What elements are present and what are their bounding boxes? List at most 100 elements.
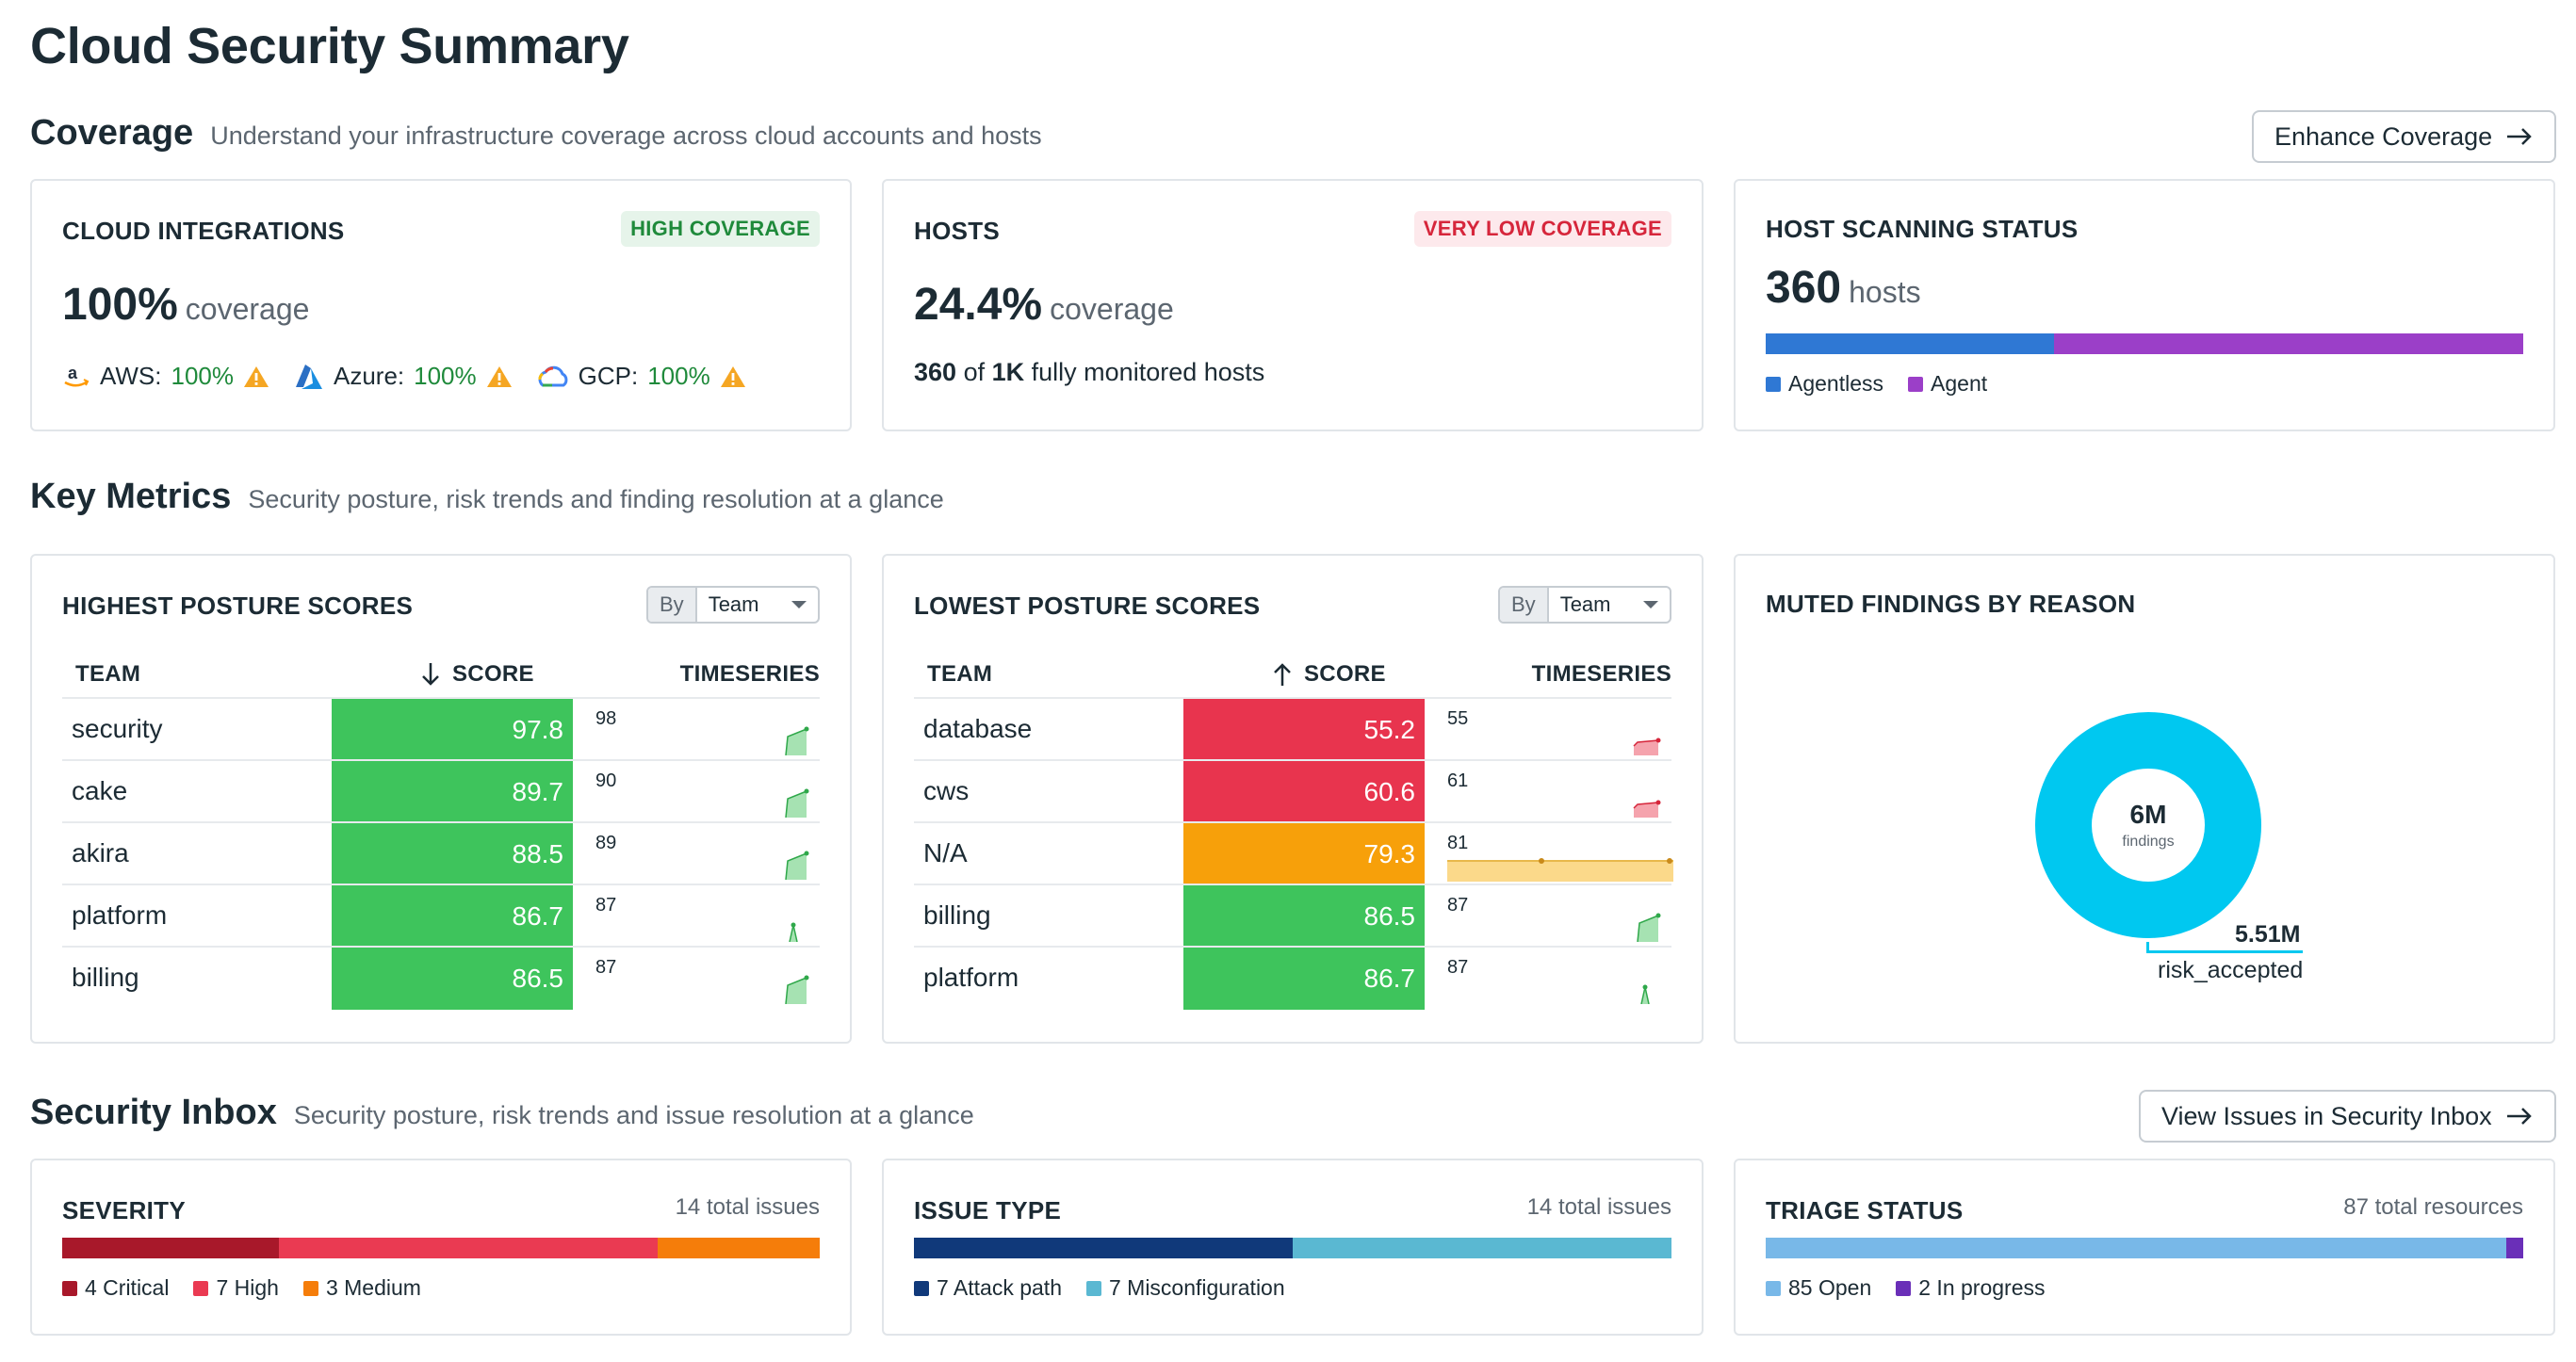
table-row[interactable]: billing 86.5 87 xyxy=(914,884,1671,948)
enhance-coverage-button[interactable]: Enhance Coverage xyxy=(2252,110,2557,163)
sparkline[interactable] xyxy=(1606,718,1662,755)
cloud-coverage-pct: 100% xyxy=(62,280,178,330)
severity-card: SEVERITY 14 total issues 4 Critical 7 Hig… xyxy=(30,1159,852,1336)
security-inbox-title: Security Inbox xyxy=(30,1093,277,1132)
legend-item-85-open[interactable]: 85 Open xyxy=(1766,1275,1871,1301)
score-cell: 79.3 xyxy=(1183,823,1425,885)
column-score[interactable]: SCORE xyxy=(1272,661,1386,688)
lowest-posture-title: LOWEST POSTURE SCORES xyxy=(914,592,1261,620)
timeseries-value: 87 xyxy=(1447,895,1469,916)
donut-center: 6M findings xyxy=(2035,712,2261,938)
sparkline[interactable] xyxy=(1447,857,1673,882)
sparkline[interactable] xyxy=(1606,904,1662,942)
sparkline-line xyxy=(785,977,807,1004)
legend-item-agentless[interactable]: Agentless xyxy=(1766,371,1883,397)
timeseries-value: 87 xyxy=(595,895,617,916)
sparkline[interactable] xyxy=(754,718,810,755)
sparkline-point xyxy=(804,726,809,732)
table-row[interactable]: platform 86.7 87 xyxy=(62,884,820,948)
timeseries-value: 90 xyxy=(595,770,617,791)
legend-swatch xyxy=(1085,1280,1101,1296)
column-score-label: SCORE xyxy=(1304,661,1386,687)
score-cell: 86.5 xyxy=(332,948,573,1010)
legend-item-4-critical[interactable]: 4 Critical xyxy=(62,1275,169,1301)
sparkline[interactable] xyxy=(754,904,810,942)
host-scanning-bar-agent[interactable] xyxy=(2053,333,2523,354)
provider-azure[interactable]: Azure: 100% xyxy=(294,362,513,391)
triage-status-total: 87 total resources xyxy=(2343,1194,2523,1220)
legend-label: 4 Critical xyxy=(85,1275,170,1300)
table-row[interactable]: akira 88.5 89 xyxy=(62,821,820,885)
bar-segment-85-open[interactable] xyxy=(1766,1238,2506,1258)
view-issues-button[interactable]: View Issues in Security Inbox xyxy=(2139,1090,2556,1143)
table-row[interactable]: security 97.8 98 xyxy=(62,697,820,761)
sparkline-point xyxy=(1655,738,1661,743)
hosts-monitored-count: 360 xyxy=(914,358,957,386)
sparkline[interactable] xyxy=(754,966,810,1004)
legend-label: Agentless xyxy=(1788,371,1884,396)
timeseries-value: 55 xyxy=(1447,708,1469,729)
table-row[interactable]: billing 86.5 87 xyxy=(62,946,820,1010)
legend-label: 3 Medium xyxy=(325,1275,421,1300)
legend-item-3-medium[interactable]: 3 Medium xyxy=(302,1275,421,1301)
team-name: security xyxy=(72,714,163,743)
triage-status-card: TRIAGE STATUS 87 total resources 85 Open… xyxy=(1734,1159,2555,1336)
legend-item-7-high[interactable]: 7 High xyxy=(193,1275,279,1301)
bar-segment-3-medium[interactable] xyxy=(657,1238,820,1258)
provider-aws-pct: 100% xyxy=(171,362,234,390)
column-score[interactable]: SCORE xyxy=(420,661,534,688)
provider-gcp[interactable]: GCP: 100% xyxy=(537,362,746,391)
sparkline[interactable] xyxy=(1606,966,1662,1004)
bar-segment-7-misconfiguration[interactable] xyxy=(1293,1238,1671,1258)
provider-gcp-pct: 100% xyxy=(647,362,710,390)
table-row[interactable]: platform 86.7 87 xyxy=(914,946,1671,1010)
sparkline[interactable] xyxy=(754,842,810,880)
bar-segment-2-in-progress[interactable] xyxy=(2505,1238,2523,1258)
bar-segment-4-critical[interactable] xyxy=(62,1238,279,1258)
sparkline[interactable] xyxy=(1606,780,1662,818)
table-row[interactable]: cws 60.6 61 xyxy=(914,759,1671,823)
view-issues-label: View Issues in Security Inbox xyxy=(2161,1101,2492,1130)
sparkline-area xyxy=(1634,803,1658,818)
legend-label: Agent xyxy=(1931,371,1988,396)
warning-icon xyxy=(720,365,745,387)
host-scanning-card: HOST SCANNING STATUS 360 hosts Agentless … xyxy=(1734,179,2555,431)
legend-label: 85 Open xyxy=(1788,1275,1872,1300)
legend-item-7-misconfiguration[interactable]: 7 Misconfiguration xyxy=(1085,1275,1285,1301)
provider-aws[interactable]: a AWS: 100% xyxy=(62,362,269,391)
timeseries-value: 89 xyxy=(595,833,617,853)
host-scanning-bar xyxy=(1766,333,2523,354)
group-by-selector[interactable]: By Team xyxy=(1498,586,1671,624)
provider-list: a AWS: 100% Azure: 100% xyxy=(62,362,746,391)
muted-findings-donut[interactable]: 6M findings xyxy=(2035,712,2261,938)
bar-segment-7-attack-path[interactable] xyxy=(914,1238,1293,1258)
sparkline-area xyxy=(1447,861,1673,882)
table-row[interactable]: N/A 79.3 81 xyxy=(914,821,1673,885)
sort-descending-icon xyxy=(422,663,439,686)
table-header: TEAM SCORE TIMESERIES xyxy=(62,657,820,691)
triage-status-bar xyxy=(1766,1238,2523,1258)
column-team[interactable]: TEAM xyxy=(75,661,141,687)
issue-type-card: ISSUE TYPE 14 total issues 7 Attack path… xyxy=(882,1159,1704,1336)
sparkline[interactable] xyxy=(754,780,810,818)
column-timeseries[interactable]: TIMESERIES xyxy=(1531,661,1671,687)
timeseries-value: 87 xyxy=(1447,957,1469,978)
legend-label: 7 High xyxy=(216,1275,279,1300)
column-timeseries[interactable]: TIMESERIES xyxy=(679,661,820,687)
chevron-down-icon xyxy=(1643,601,1658,608)
table-row[interactable]: database 55.2 55 xyxy=(914,697,1671,761)
legend-item-2-in-progress[interactable]: 2 In progress xyxy=(1896,1275,2046,1301)
hosts-of-label: of xyxy=(963,358,986,386)
sparkline-line xyxy=(785,790,807,818)
team-name: akira xyxy=(72,838,129,867)
group-by-selector[interactable]: By Team xyxy=(646,586,820,624)
sort-ascending-icon xyxy=(1274,663,1291,686)
legend-item-7-attack-path[interactable]: 7 Attack path xyxy=(914,1275,1062,1301)
bar-segment-7-high[interactable] xyxy=(278,1238,658,1258)
host-scanning-bar-agentless[interactable] xyxy=(1766,333,2054,354)
column-team[interactable]: TEAM xyxy=(927,661,993,687)
legend-item-agent[interactable]: Agent xyxy=(1908,371,1987,397)
table-row[interactable]: cake 89.7 90 xyxy=(62,759,820,823)
donut-segment-risk-accepted[interactable] xyxy=(2035,712,2261,938)
legend-swatch xyxy=(1896,1280,1912,1296)
